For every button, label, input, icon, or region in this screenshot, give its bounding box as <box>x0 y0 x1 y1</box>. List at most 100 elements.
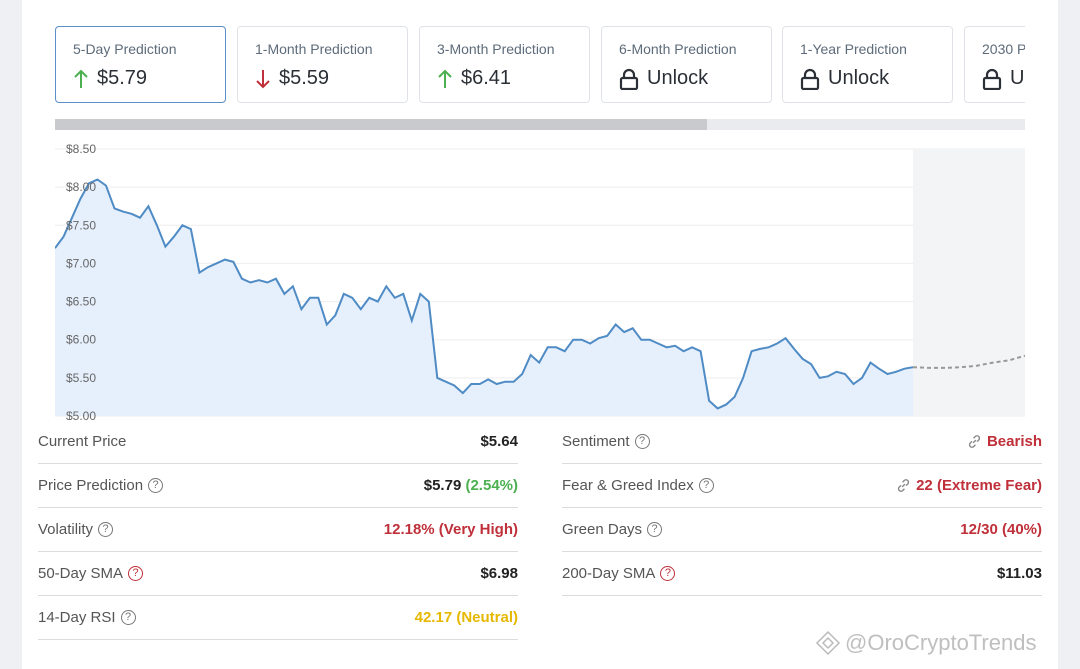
stat-value-change: (2.54%) <box>465 477 518 494</box>
watermark-text: @OroCryptoTrends <box>845 630 1037 655</box>
forecast-region <box>913 149 1025 416</box>
stat-label-text: Green Days <box>562 521 643 538</box>
stat-label: Green Days? <box>562 521 663 538</box>
stat-value: $5.79 (2.54%) <box>424 477 518 494</box>
card-label: 2030 P <box>982 41 1025 57</box>
help-icon[interactable]: ? <box>647 522 663 537</box>
card-value-wrap: $5.79 <box>73 67 147 90</box>
card-6-month[interactable]: 6-Month Prediction Unlock <box>601 26 772 103</box>
stat-label-text: Volatility <box>38 521 94 538</box>
stat-value: $6.98 <box>480 565 518 582</box>
stats-left: Current Price $5.64 Price Prediction? $5… <box>38 420 518 640</box>
stat-value: 42.17 (Neutral) <box>414 609 518 626</box>
stat-green-days: Green Days? 12/30 (40%) <box>562 508 1042 552</box>
stat-fear-greed-index: Fear & Greed Index? 22 (Extreme Fear) <box>562 464 1042 508</box>
stat-volatility: Volatility? 12.18% (Very High) <box>38 508 518 552</box>
stat-value: $5.64 <box>480 433 518 450</box>
y-tick-label: $7.00 <box>66 256 96 270</box>
stat-sentiment: Sentiment? Bearish <box>562 420 1042 464</box>
stat-label: 14-Day RSI? <box>38 609 136 626</box>
help-icon[interactable]: ? <box>120 610 136 625</box>
card-3-month[interactable]: 3-Month Prediction $6.41 <box>419 26 590 103</box>
stat-value[interactable]: Bearish <box>967 433 1042 450</box>
stat-label: 200-Day SMA? <box>562 565 676 582</box>
card-value-wrap: Unlock <box>800 67 889 90</box>
card-label: 1-Month Prediction <box>255 41 373 57</box>
price-chart: $8.50 $8.00 $7.50 $7.00 $6.50 $6.00 $5.50 $5.00 <box>54 140 1026 423</box>
y-tick-label: $8.00 <box>66 180 96 194</box>
card-1-year[interactable]: 1-Year Prediction Unlock <box>782 26 953 103</box>
help-icon[interactable]: ? <box>634 434 650 449</box>
y-tick-label: $5.50 <box>66 371 96 385</box>
stat-value[interactable]: 22 (Extreme Fear) <box>896 477 1042 494</box>
stat-200-day-sma: 200-Day SMA? $11.03 <box>562 552 1042 596</box>
link-icon <box>898 479 910 492</box>
price-line <box>54 178 914 410</box>
card-value: Unlock <box>647 67 709 89</box>
stat-label-text: 200-Day SMA <box>562 565 656 582</box>
stat-label-text: Current Price <box>38 433 127 450</box>
help-icon[interactable]: ? <box>98 522 114 537</box>
price-area-fill <box>55 179 913 416</box>
stat-value: 12/30 (40%) <box>960 521 1042 538</box>
arrow-up-icon <box>74 69 88 88</box>
y-tick-label: $5.00 <box>66 409 96 420</box>
lock-icon <box>619 68 639 90</box>
watermark-logo-icon <box>815 630 841 656</box>
card-value-wrap: $6.41 <box>437 67 511 90</box>
price-chart-svg: $8.50 $8.00 $7.50 $7.00 $6.50 $6.00 $5.50 $5.00 <box>54 142 1026 423</box>
stat-current-price: Current Price $5.64 <box>38 420 518 464</box>
stat-50-day-sma: 50-Day SMA? $6.98 <box>38 552 518 596</box>
card-5-day[interactable]: 5-Day Prediction $5.79 <box>55 26 226 103</box>
card-value-wrap: Unlock <box>619 67 708 90</box>
help-icon[interactable]: ? <box>148 478 164 493</box>
stat-label-text: Price Prediction <box>38 477 144 494</box>
stat-value-text: Bearish <box>986 433 1042 450</box>
forecast-line <box>912 354 1026 369</box>
card-value: Unlock <box>828 67 890 89</box>
y-tick-label: $8.50 <box>66 142 96 156</box>
stat-value: 12.18% (Very High) <box>383 521 518 538</box>
card-2030[interactable]: 2030 P Ur <box>964 26 1025 103</box>
stat-label: Current Price <box>38 433 126 450</box>
prediction-cards: 5-Day Prediction $5.79 1-Month Predictio… <box>55 26 1025 104</box>
arrow-up-icon <box>438 69 452 88</box>
card-value: $5.79 <box>97 67 148 89</box>
card-label: 6-Month Prediction <box>619 41 737 57</box>
lock-icon <box>800 68 820 90</box>
stat-label: Volatility? <box>38 521 114 538</box>
arrow-down-icon <box>256 69 270 88</box>
card-value-wrap: Ur <box>982 67 1025 90</box>
stat-price-prediction: Price Prediction? $5.79 (2.54%) <box>38 464 518 508</box>
y-tick-label: $7.50 <box>66 218 96 232</box>
card-value: $6.41 <box>461 67 512 89</box>
stat-label-text: Sentiment <box>562 433 630 450</box>
help-icon[interactable]: ? <box>660 566 676 581</box>
stat-value-main: $5.79 <box>423 477 462 494</box>
scrollbar-thumb[interactable] <box>55 119 707 130</box>
stat-label: 50-Day SMA? <box>38 565 144 582</box>
help-icon[interactable]: ? <box>128 566 144 581</box>
card-1-month[interactable]: 1-Month Prediction $5.59 <box>237 26 408 103</box>
card-value-wrap: $5.59 <box>255 67 329 90</box>
card-value: Ur <box>1010 67 1025 89</box>
y-tick-label: $6.50 <box>66 295 96 309</box>
stat-label: Fear & Greed Index? <box>562 477 714 494</box>
stats-right: Sentiment? Bearish Fear & Greed Index? 2… <box>562 420 1042 596</box>
link-icon <box>968 435 981 448</box>
help-icon[interactable]: ? <box>698 478 714 493</box>
stat-label-text: 50-Day SMA <box>38 565 124 582</box>
stat-label-text: 14-Day RSI <box>38 609 116 626</box>
card-label: 1-Year Prediction <box>800 41 907 57</box>
stat-label: Price Prediction? <box>38 477 164 494</box>
y-tick-label: $6.00 <box>66 333 96 347</box>
stat-value: $11.03 <box>996 565 1042 582</box>
stat-14-day-rsi: 14-Day RSI? 42.17 (Neutral) <box>38 596 518 640</box>
stat-label-text: Fear & Greed Index <box>562 477 694 494</box>
watermark: @OroCryptoTrends <box>815 630 1036 656</box>
lock-icon <box>982 68 1002 90</box>
stat-value-text: 22 (Extreme Fear) <box>916 477 1042 494</box>
card-value: $5.59 <box>279 67 330 89</box>
stat-label: Sentiment? <box>562 433 650 450</box>
horizontal-scrollbar[interactable] <box>55 119 1025 130</box>
